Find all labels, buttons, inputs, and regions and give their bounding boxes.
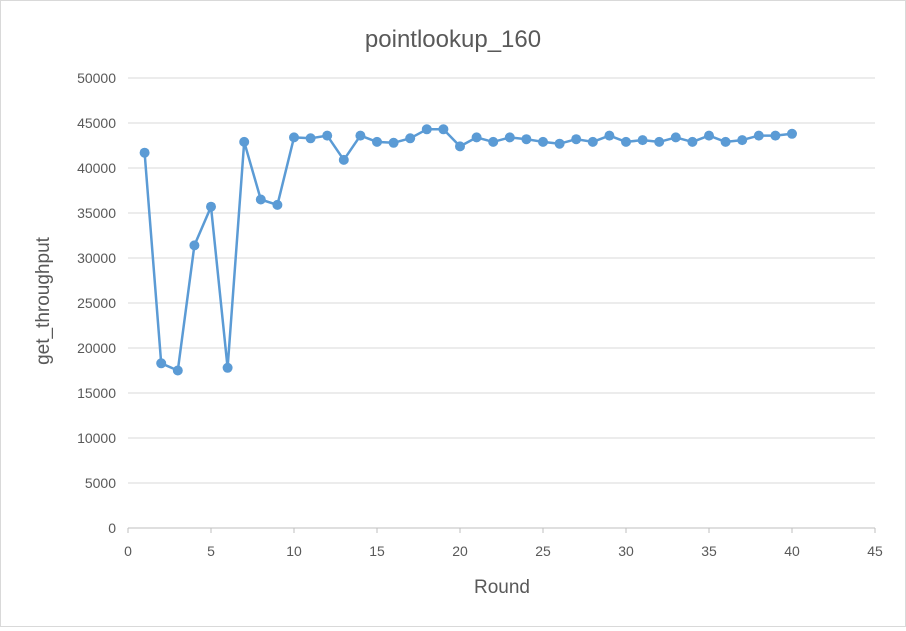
data-point [172,365,183,376]
gridlines [128,77,875,484]
x-tick-label: 10 [286,543,302,559]
data-point [687,136,698,147]
data-point [189,240,200,251]
x-tick-label: 35 [701,543,717,559]
axes: 0 5000 10000 15000 20000 25000 30000 35000 40000… [77,70,883,559]
data-point [737,135,748,146]
y-tick-label: 45000 [77,115,116,131]
x-tick-label: 5 [207,543,215,559]
y-tick-label: 10000 [77,430,116,446]
y-tick-label: 30000 [77,250,116,266]
data-point [289,132,299,143]
data-point [787,128,797,139]
series-line-and-markers [139,124,797,376]
data-point [355,130,366,141]
data-point [139,147,150,158]
data-point [372,136,382,147]
data-point [753,130,764,141]
x-tick-label: 25 [535,543,551,559]
data-point [206,201,216,212]
data-point [637,135,648,146]
y-tick-label: 40000 [77,160,116,176]
data-point [621,136,631,147]
data-point [438,124,449,135]
x-tick-label: 30 [618,543,634,559]
data-point [305,133,316,144]
data-point [521,134,532,145]
data-point [156,358,167,369]
data-point [704,130,714,141]
data-point [670,132,681,143]
data-point [272,199,283,210]
data-point [405,133,416,144]
data-point [554,138,565,149]
data-point [255,194,266,205]
data-point [770,130,781,141]
data-point [239,136,250,147]
data-point [322,130,333,141]
y-tick-label: 35000 [77,205,116,221]
data-point [455,141,465,152]
y-tick-label: 0 [108,520,116,536]
y-tick-label: 15000 [77,385,116,401]
data-point [471,132,482,143]
data-point [388,137,399,148]
y-tick-label: 25000 [77,295,116,311]
y-tick-label: 50000 [77,70,116,86]
x-tick-label: 45 [867,543,883,559]
data-point [538,136,548,147]
chart-title: pointlookup_160 [365,26,541,53]
data-point [488,136,499,147]
x-axis-label: Round [474,577,530,598]
x-tick-label: 20 [452,543,468,559]
data-point [222,362,233,373]
y-tick-label: 20000 [77,340,116,356]
data-point [654,136,665,147]
data-point [571,134,582,145]
x-tick-label: 0 [124,543,132,559]
x-tick-label: 40 [784,543,800,559]
x-tick-label: 15 [369,543,385,559]
series-line [143,128,793,372]
data-point [604,130,615,141]
data-point [587,136,598,147]
data-point [421,124,432,135]
data-point [720,136,731,147]
y-axis-label: get_throughput [33,236,54,365]
y-tick-label: 5000 [85,475,116,491]
data-point [504,132,515,143]
data-point [338,154,349,165]
